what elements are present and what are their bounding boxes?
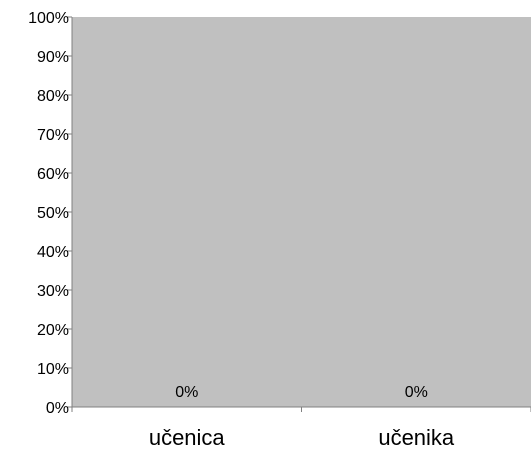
- bar-data-label: 0%: [405, 384, 428, 401]
- y-axis-ticks: 0% 10% 20% 30% 40% 50% 60% 70% 80% 90% 100%: [28, 10, 72, 417]
- y-tick-label: 0%: [46, 400, 69, 417]
- x-axis-ticks: učenica učenika: [71, 407, 531, 450]
- y-tick-label: 80%: [37, 88, 69, 105]
- bar-data-label: 0%: [175, 384, 198, 401]
- plot-area: [72, 17, 531, 407]
- y-tick-label: 30%: [37, 283, 69, 300]
- y-tick-label: 40%: [37, 244, 69, 261]
- x-category-label: učenika: [378, 425, 455, 450]
- y-tick-label: 50%: [37, 205, 69, 222]
- x-category-label: učenica: [149, 425, 226, 450]
- y-tick-label: 10%: [37, 361, 69, 378]
- y-tick-label: 90%: [37, 49, 69, 66]
- data-labels-group: 0% 0%: [175, 384, 428, 401]
- y-tick-label: 60%: [37, 166, 69, 183]
- y-tick-label: 20%: [37, 322, 69, 339]
- y-tick-label: 70%: [37, 127, 69, 144]
- y-tick-label: 100%: [28, 10, 69, 27]
